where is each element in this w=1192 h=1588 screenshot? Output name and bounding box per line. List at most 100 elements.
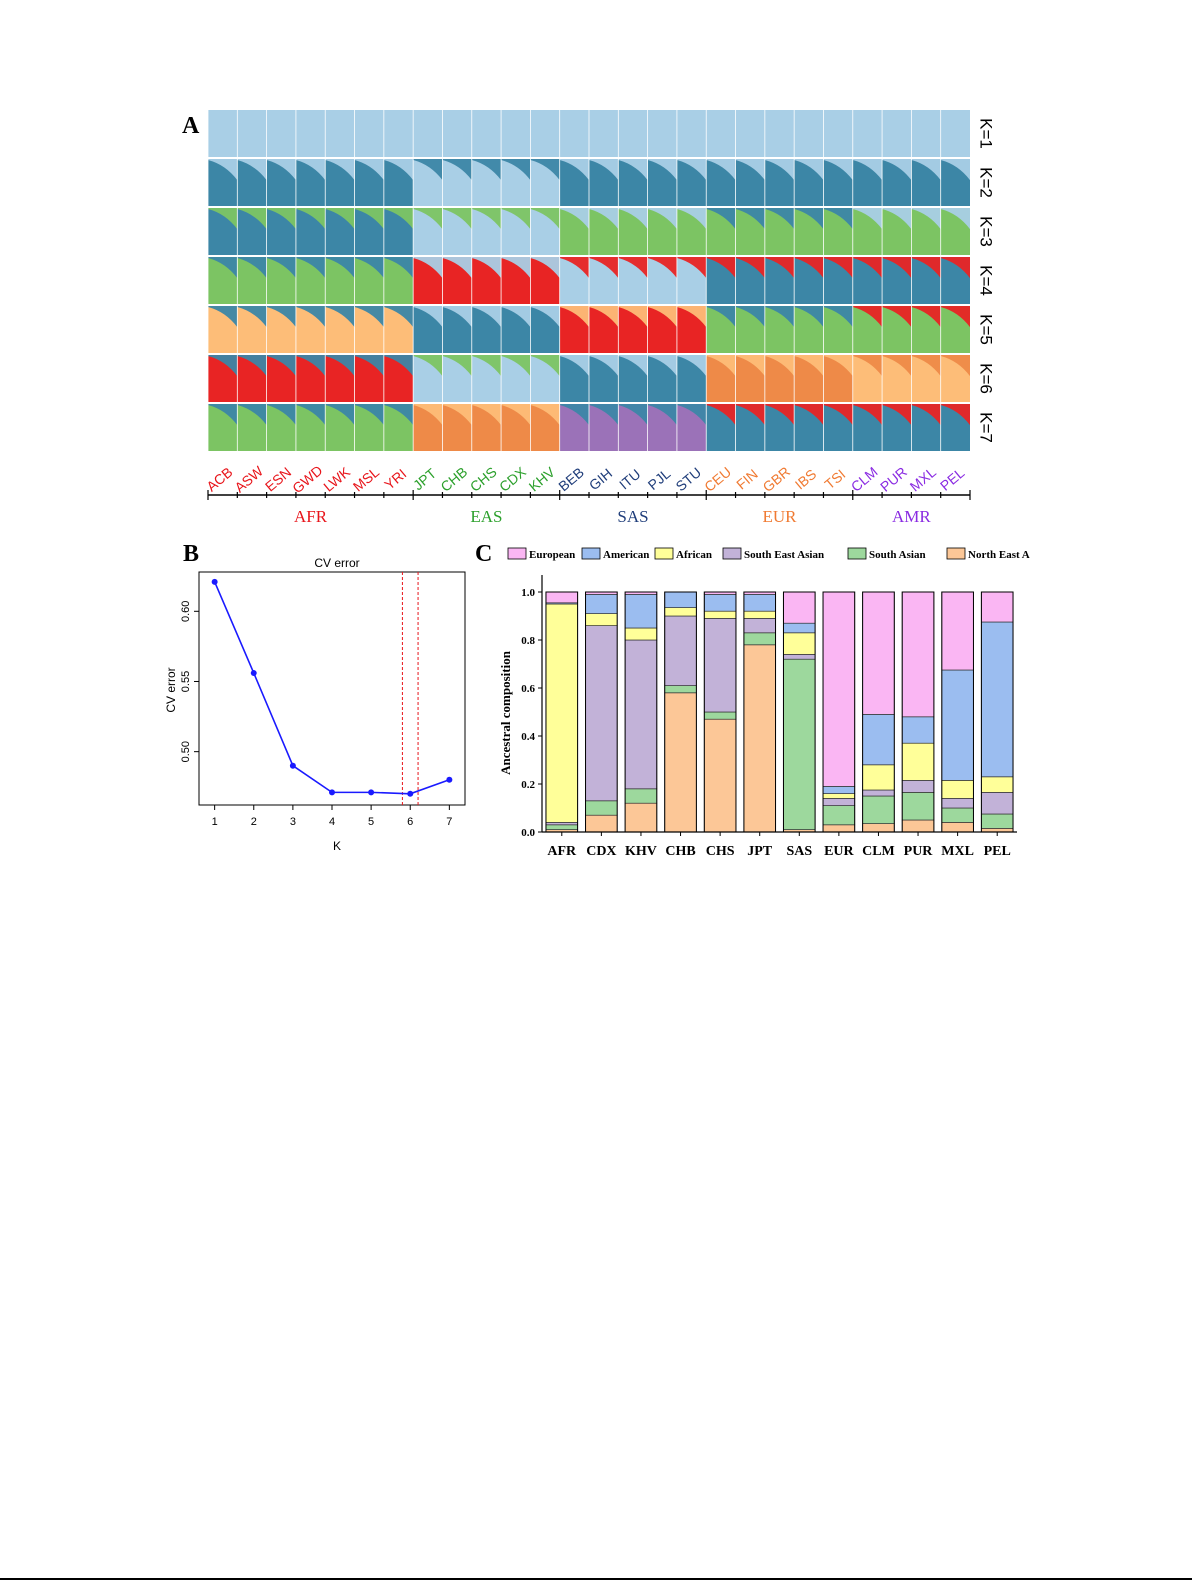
bar-segment-clm-american [862, 714, 895, 766]
bar-segment-chb-south-east-asian [664, 615, 697, 686]
page-bottom-rule [0, 1578, 1192, 1580]
admixture-secondary-mxl-k4 [911, 257, 941, 279]
admixture-secondary-ceu-k4 [706, 257, 736, 279]
bar-segment-pur-north-east-asian [901, 819, 935, 833]
population-label: CHS [467, 464, 500, 495]
admixture-block-acb-k1 [208, 110, 238, 157]
admixture-secondary-lwk-k2 [325, 159, 355, 181]
admixture-secondary-mxl-k6 [911, 355, 941, 377]
admixture-secondary-ibs-k6 [794, 355, 824, 377]
admixture-secondary-pjl-k7 [647, 404, 677, 426]
admixture-secondary-gwd-k6 [295, 355, 326, 377]
admixture-secondary-pur-k7 [882, 404, 912, 426]
bar-segment-pur-south-asian [901, 792, 935, 821]
y-axis-label: Ancestral composition [498, 650, 513, 775]
admixture-secondary-pel-k7 [940, 404, 970, 426]
admixture-block-lwk-k1 [325, 110, 355, 157]
population-label: BEB [555, 464, 587, 494]
admixture-secondary-acb-k3 [208, 208, 238, 230]
admixture-block-pur-k1 [882, 110, 912, 157]
admixture-secondary-pjl-k3 [647, 208, 677, 230]
admixture-block-fin-k1 [735, 110, 765, 157]
population-label: ASW [231, 462, 266, 495]
bar-segment-jpt-north-east-asian [743, 644, 776, 833]
bar-segment-pel-american [981, 621, 1014, 778]
bar-segment-chs-african [703, 610, 737, 619]
category-label: CHS [706, 844, 735, 859]
category-label: SAS [786, 844, 812, 859]
bar-segment-afr-african [545, 603, 578, 823]
admixture-secondary-jpt-k7 [413, 404, 443, 426]
admixture-secondary-chb-k4 [442, 257, 472, 279]
admixture-secondary-chb-k7 [442, 404, 472, 426]
admixture-secondary-yri-k4 [383, 257, 414, 279]
bar-segment-jpt-american [743, 594, 776, 612]
admixture-secondary-pur-k3 [882, 208, 912, 230]
y-tick-label: 0.55 [180, 671, 192, 692]
legend: European American African South East Asian S… [507, 547, 1030, 561]
bar-segment-eur-european [822, 591, 856, 787]
axis-ticks: 1 2 3 4 5 6 7 0.50 0.55 0.60 [180, 601, 452, 828]
k-label: K=3 [977, 216, 996, 247]
admixture-secondary-gwd-k2 [295, 159, 326, 181]
admixture-secondary-pur-k4 [882, 257, 912, 279]
bar-segment-eur-african [822, 793, 856, 799]
region-labels: AFR EAS SAS EUR AMR [294, 507, 931, 526]
admixture-block-clm-k1 [852, 110, 883, 157]
admixture-secondary-khv-k5 [530, 306, 560, 328]
bar-segment-mxl-south-asian [941, 807, 974, 823]
population-label: CHB [437, 464, 470, 495]
cv-error-point-k7 [446, 776, 453, 783]
bar-segment-clm-african [862, 764, 895, 791]
admixture-secondary-acb-k7 [208, 404, 238, 426]
admixture-secondary-acb-k5 [208, 306, 238, 328]
admixture-secondary-lwk-k4 [325, 257, 355, 279]
bar-segment-khv-american [624, 594, 658, 629]
admixture-secondary-chb-k3 [442, 208, 472, 230]
admixture-secondary-jpt-k6 [413, 355, 443, 377]
admixture-secondary-mxl-k7 [911, 404, 941, 426]
population-label: ACB [203, 464, 235, 495]
population-label: FIN [733, 466, 761, 493]
legend-swatch [847, 547, 867, 560]
admixture-secondary-fin-k4 [735, 257, 765, 279]
admixture-block-yri-k1 [383, 110, 414, 157]
admixture-secondary-chs-k5 [471, 306, 502, 328]
admixture-block-gwd-k1 [295, 110, 326, 157]
legend-label: African [676, 549, 712, 561]
x-tick-label: 1 [212, 816, 218, 828]
legend-label: South Asian [869, 549, 926, 561]
x-tick-label: 7 [446, 816, 452, 828]
admixture-secondary-mxl-k3 [911, 208, 941, 230]
admixture-block-gih-k1 [589, 110, 619, 157]
admixture-secondary-ibs-k2 [794, 159, 824, 181]
population-label: STU [672, 464, 704, 494]
panel-c-label: C [475, 541, 492, 567]
cv-error-line [213, 581, 450, 795]
k-label: K=2 [977, 167, 996, 198]
admixture-block-ceu-k1 [706, 110, 736, 157]
k-label: K=1 [977, 118, 996, 149]
admixture-secondary-gwd-k4 [295, 257, 326, 279]
population-label: KHV [526, 463, 559, 494]
bar-segment-chb-african [664, 607, 697, 617]
admixture-secondary-acb-k6 [208, 355, 238, 377]
category-label: AFR [547, 844, 577, 859]
population-label: TSI [821, 466, 848, 492]
admixture-secondary-fin-k5 [735, 306, 765, 328]
legend-label: South East Asian [744, 549, 824, 561]
legend-label: North East Asian [968, 549, 1030, 561]
admixture-block-jpt-k1 [413, 110, 443, 157]
bar-segment-mxl-south-east-asian [941, 798, 974, 809]
y-tick-label: 0.50 [180, 741, 192, 762]
bar-segment-jpt-south-east-asian [743, 618, 776, 634]
admixture-secondary-asw-k4 [237, 257, 267, 279]
cv-error-point-k3 [289, 762, 296, 769]
bar-segment-pur-african [901, 742, 935, 781]
k-label: K=6 [977, 363, 996, 394]
admixture-secondary-ceu-k6 [706, 355, 736, 377]
bar-segment-clm-south-asian [862, 795, 895, 824]
bar-segment-pel-african [981, 776, 1014, 793]
bar-segment-cdx-north-east-asian [585, 814, 618, 833]
admixture-secondary-ibs-k4 [794, 257, 824, 279]
